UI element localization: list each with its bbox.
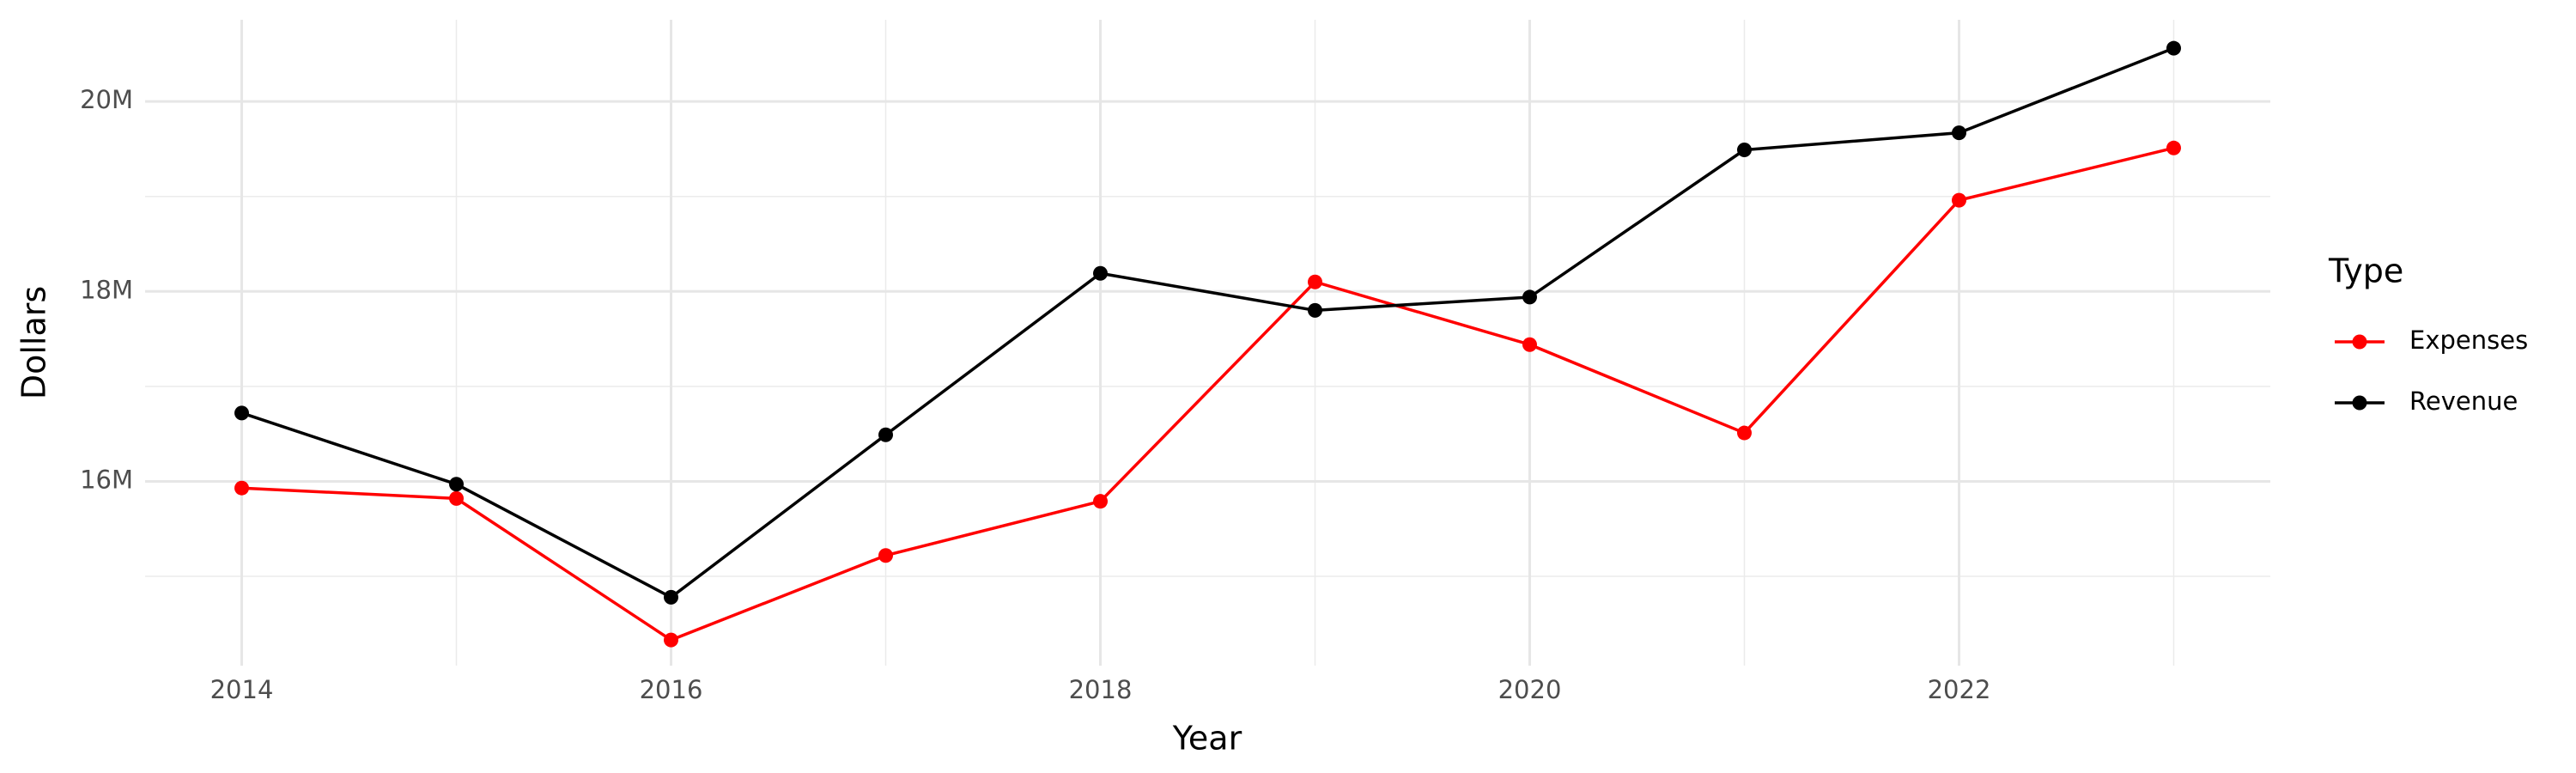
legend-title: Type (2328, 253, 2403, 290)
legend-key-point (2352, 395, 2367, 411)
data-point (1737, 425, 1752, 441)
legend-label: Revenue (2409, 386, 2518, 416)
data-point (664, 589, 678, 605)
data-point (1737, 143, 1752, 158)
data-point (1093, 265, 1108, 281)
data-point (449, 477, 464, 492)
data-point (449, 490, 464, 506)
series-line (241, 146, 2174, 642)
data-point (1308, 302, 1322, 318)
data-point (1522, 289, 1537, 305)
data-point (878, 427, 893, 442)
x-tick-label: 2022 (1928, 675, 1991, 704)
x-axis-title: Year (1172, 720, 1242, 758)
legend-key-point (2352, 334, 2367, 350)
y-tick-label: 18M (80, 275, 133, 304)
data-point (1093, 494, 1108, 509)
x-tick-label: 2014 (210, 675, 274, 704)
data-point (1952, 125, 1966, 141)
data-point (1522, 337, 1537, 352)
x-tick-label: 2016 (640, 675, 703, 704)
data-point (234, 480, 249, 496)
data-point (1308, 274, 1322, 289)
data-point (878, 548, 893, 563)
legend-label: Expenses (2409, 326, 2528, 355)
y-tick-label: 16M (80, 465, 133, 494)
data-point (2166, 40, 2181, 56)
x-tick-label: 2020 (1498, 675, 1562, 704)
y-tick-label: 20M (80, 85, 133, 114)
y-axis-title: Dollars (15, 286, 53, 399)
data-point (234, 405, 249, 421)
data-point (2166, 140, 2181, 155)
series-line (240, 46, 2175, 600)
x-tick-label: 2018 (1069, 675, 1133, 704)
data-point (664, 632, 678, 648)
data-point (1952, 192, 1966, 208)
